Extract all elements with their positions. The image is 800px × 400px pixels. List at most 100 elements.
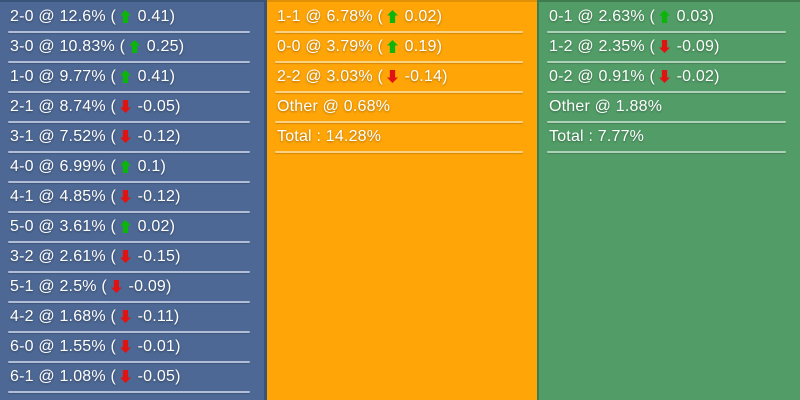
row-separator bbox=[8, 91, 250, 93]
row-separator bbox=[8, 331, 250, 333]
up-arrow-icon bbox=[120, 70, 131, 83]
score-text: 6-1 @ 1.08% ( bbox=[10, 367, 116, 385]
score-row[interactable]: Other @ 1.88% bbox=[539, 93, 800, 123]
score-text: 0-0 @ 3.79% ( bbox=[277, 37, 383, 55]
score-text: 3-2 @ 2.61% ( bbox=[10, 247, 116, 265]
row-separator bbox=[8, 151, 250, 153]
down-arrow-icon bbox=[659, 70, 670, 83]
score-change: -0.12) bbox=[133, 187, 181, 205]
score-row[interactable]: 5-0 @ 3.61% ( 0.02) bbox=[0, 213, 264, 243]
score-row[interactable]: 4-1 @ 4.85% ( -0.12) bbox=[0, 183, 264, 213]
score-row[interactable]: 4-2 @ 1.68% ( -0.11) bbox=[0, 303, 264, 333]
row-separator bbox=[547, 61, 786, 63]
score-change: -0.01) bbox=[133, 337, 181, 355]
row-separator bbox=[8, 31, 250, 33]
row-separator bbox=[8, 181, 250, 183]
score-change: -0.09) bbox=[123, 277, 172, 295]
home-scores-panel: 2-0 @ 12.6% ( 0.41) 3-0 @ 10.83% ( 0.25) 1… bbox=[0, 0, 267, 400]
down-arrow-icon bbox=[110, 280, 122, 293]
score-text: Total : 14.28% bbox=[277, 127, 382, 145]
row-separator bbox=[8, 271, 250, 273]
row-separator bbox=[547, 31, 786, 33]
down-arrow-icon bbox=[120, 370, 131, 383]
row-separator bbox=[8, 241, 250, 243]
score-text: 2-1 @ 8.74% ( bbox=[10, 97, 116, 115]
score-text: 5-1 @ 2.5% ( bbox=[10, 277, 107, 295]
score-row[interactable]: 4-0 @ 6.99% ( 0.1) bbox=[0, 153, 264, 183]
score-text: 4-2 @ 1.68% ( bbox=[10, 307, 116, 325]
up-arrow-icon bbox=[387, 10, 398, 23]
row-separator bbox=[547, 91, 786, 93]
score-change: 0.1) bbox=[133, 157, 167, 175]
score-row[interactable]: 1-2 @ 2.35% ( -0.09) bbox=[539, 33, 800, 63]
up-arrow-icon bbox=[120, 10, 131, 23]
score-row[interactable]: 2-0 @ 12.6% ( 0.41) bbox=[0, 3, 264, 33]
score-row[interactable]: 1-0 @ 9.77% ( 0.41) bbox=[0, 63, 264, 93]
score-row[interactable]: 3-0 @ 10.83% ( 0.25) bbox=[0, 33, 264, 63]
row-separator bbox=[275, 61, 523, 63]
score-text: 4-0 @ 6.99% ( bbox=[10, 157, 116, 175]
up-arrow-icon bbox=[387, 40, 398, 53]
score-change: -0.09) bbox=[672, 37, 720, 55]
score-row[interactable]: 3-1 @ 7.52% ( -0.12) bbox=[0, 123, 264, 153]
score-change: -0.05) bbox=[133, 97, 181, 115]
down-arrow-icon bbox=[120, 190, 131, 203]
score-text: 5-0 @ 3.61% ( bbox=[10, 217, 116, 235]
score-row[interactable]: 0-1 @ 2.63% ( 0.03) bbox=[539, 3, 800, 33]
score-change: 0.03) bbox=[672, 7, 715, 25]
score-change: 0.02) bbox=[400, 7, 443, 25]
score-change: -0.05) bbox=[133, 367, 181, 385]
row-separator bbox=[8, 211, 250, 213]
down-arrow-icon bbox=[659, 40, 670, 53]
score-text: 2-0 @ 12.6% ( bbox=[10, 7, 116, 25]
draw-scores-panel: 1-1 @ 6.78% ( 0.02) 0-0 @ 3.79% ( 0.19) 2-… bbox=[267, 0, 537, 400]
score-text: 0-2 @ 0.91% ( bbox=[549, 67, 655, 85]
row-separator bbox=[275, 91, 523, 93]
score-row[interactable]: 2-1 @ 8.74% ( -0.05) bbox=[0, 93, 264, 123]
score-row[interactable]: 2-2 @ 3.03% ( -0.14) bbox=[267, 63, 537, 93]
down-arrow-icon bbox=[120, 130, 131, 143]
score-row[interactable]: 6-0 @ 1.55% ( -0.01) bbox=[0, 333, 264, 363]
score-text: 1-1 @ 6.78% ( bbox=[277, 7, 383, 25]
down-arrow-icon bbox=[120, 310, 131, 323]
score-text: 1-0 @ 9.77% ( bbox=[10, 67, 116, 85]
score-text: Total : 7.77% bbox=[549, 127, 645, 145]
up-arrow-icon bbox=[129, 40, 141, 53]
score-text: Other @ 0.68% bbox=[277, 97, 391, 115]
score-row[interactable]: 6-1 @ 1.08% ( -0.05) bbox=[0, 363, 264, 393]
score-row[interactable]: Other @ 0.68% bbox=[267, 93, 537, 123]
up-arrow-icon bbox=[120, 220, 131, 233]
score-text: 1-2 @ 2.35% ( bbox=[549, 37, 655, 55]
score-row[interactable]: Total : 14.28% bbox=[267, 123, 537, 153]
score-change: -0.11) bbox=[133, 307, 180, 325]
up-arrow-icon bbox=[659, 10, 670, 23]
row-separator bbox=[8, 391, 250, 393]
row-separator bbox=[547, 121, 786, 123]
row-separator bbox=[8, 361, 250, 363]
score-text: 3-1 @ 7.52% ( bbox=[10, 127, 116, 145]
score-row[interactable]: 0-2 @ 0.91% ( -0.02) bbox=[539, 63, 800, 93]
score-text: Other @ 1.88% bbox=[549, 97, 663, 115]
row-separator bbox=[8, 121, 250, 123]
score-row[interactable]: 1-1 @ 6.78% ( 0.02) bbox=[267, 3, 537, 33]
score-text: 4-1 @ 4.85% ( bbox=[10, 187, 116, 205]
score-change: -0.15) bbox=[133, 247, 181, 265]
down-arrow-icon bbox=[387, 70, 398, 83]
down-arrow-icon bbox=[120, 250, 131, 263]
score-change: 0.41) bbox=[133, 7, 176, 25]
score-row[interactable]: 3-2 @ 2.61% ( -0.15) bbox=[0, 243, 264, 273]
row-separator bbox=[547, 151, 786, 153]
score-row[interactable]: 5-1 @ 2.5% ( -0.09) bbox=[0, 273, 264, 303]
score-change: 0.25) bbox=[142, 37, 185, 55]
score-row[interactable]: 0-0 @ 3.79% ( 0.19) bbox=[267, 33, 537, 63]
score-change: -0.14) bbox=[400, 67, 448, 85]
down-arrow-icon bbox=[120, 100, 131, 113]
score-change: -0.12) bbox=[133, 127, 181, 145]
score-text: 6-0 @ 1.55% ( bbox=[10, 337, 116, 355]
row-separator bbox=[275, 151, 523, 153]
score-row[interactable]: Total : 7.77% bbox=[539, 123, 800, 153]
row-separator bbox=[275, 31, 523, 33]
score-change: 0.02) bbox=[133, 217, 176, 235]
row-separator bbox=[275, 121, 523, 123]
